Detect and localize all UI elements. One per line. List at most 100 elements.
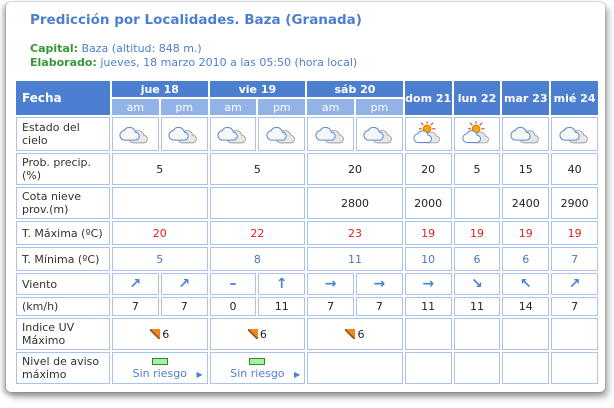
- subcol-pm: pm: [258, 99, 306, 115]
- header-row-ampm: am pm am pm am pm: [16, 99, 598, 115]
- tmin-value: 6: [502, 247, 550, 271]
- risk-expand-arrow-icon[interactable]: ▶: [196, 370, 203, 379]
- elaborado-label: Elaborado:: [30, 56, 97, 69]
- weather-icon: [168, 126, 200, 143]
- row-sky: Estado del cielo: [16, 117, 598, 151]
- tmin-value: 10: [404, 247, 452, 271]
- risk-expand-arrow-icon[interactable]: ▶: [294, 370, 301, 379]
- row-label-risk: Nivel de aviso máximo: [16, 352, 110, 384]
- row-label-tmax: T. Máxima (ºC): [16, 221, 110, 245]
- risk-cell[interactable]: Sin riesgo ▶: [112, 352, 208, 384]
- uv-cell: [551, 318, 598, 350]
- day-header-jue18: jue 18: [112, 81, 208, 97]
- tmin-value: 8: [209, 247, 306, 271]
- precip-value: 15: [502, 153, 550, 185]
- weather-icon: [558, 126, 591, 143]
- tmax-value: 19: [502, 221, 550, 245]
- precip-value: 20: [307, 153, 403, 185]
- uv-icon: [150, 328, 161, 339]
- wind-arrow-icon: →: [307, 273, 354, 295]
- risk-level-icon: [151, 358, 168, 365]
- row-warning-level: Nivel de aviso máximo Sin riesgo ▶ Sin r…: [16, 352, 598, 384]
- header-row-days: Fecha jue 18 vie 19 sáb 20 dom 21 lun 22…: [16, 81, 598, 115]
- location-info: Capital: Baza (altitud: 848 m.) Elaborad…: [30, 42, 605, 70]
- wind-arrow-icon: ↘: [453, 273, 501, 295]
- precip-value: 20: [404, 153, 452, 185]
- kmh-value: 7: [160, 297, 208, 316]
- row-precip: Prob. precip.(%) 5 5 20 20 5 15 40: [16, 153, 598, 185]
- tmin-value: 7: [551, 247, 598, 271]
- uv-cell: 6: [307, 318, 403, 350]
- wind-arrow-icon: →: [355, 273, 403, 295]
- row-temp-min: T. Mínima (ºC) 5 8 11 10 6 6 7: [16, 247, 598, 271]
- fecha-header: Fecha: [16, 81, 110, 115]
- row-label-snow: Cota nieve prov.(m): [16, 187, 110, 219]
- capital-label: Capital:: [30, 42, 78, 55]
- uv-cell: [502, 318, 550, 350]
- day-header-vie19: vie 19: [209, 81, 306, 97]
- wind-arrow-icon: ↗: [551, 273, 598, 295]
- wind-arrow-icon: ↗: [112, 273, 159, 295]
- subcol-am: am: [112, 99, 159, 115]
- day-header-lun22: lun 22: [453, 81, 501, 115]
- row-label-tmin: T. Mínima (ºC): [16, 247, 110, 271]
- uv-value: 6: [259, 327, 267, 341]
- kmh-value: 11: [453, 297, 501, 316]
- kmh-value: 11: [404, 297, 452, 316]
- day-header-mar23: mar 23: [502, 81, 550, 115]
- content-panel: Predicción por Localidades. Baza (Granad…: [6, 2, 605, 392]
- snow-value: [112, 187, 208, 219]
- forecast-table: Fecha jue 18 vie 19 sáb 20 dom 21 lun 22…: [14, 79, 600, 386]
- subcol-pm: pm: [160, 99, 208, 115]
- risk-cell: [404, 352, 452, 384]
- weather-icon: [119, 126, 151, 143]
- wind-arrow-icon: ↖: [502, 273, 550, 295]
- capital-value: Baza (altitud: 848 m.): [81, 42, 202, 55]
- wind-arrow-icon: →: [404, 273, 452, 295]
- row-label-kmh: (km/h): [16, 297, 110, 316]
- row-wind: Viento ↗ ↗ – ↑ → → → ↘ ↖ ↗: [16, 273, 598, 295]
- elaborado-line: Elaborado: jueves, 18 marzo 2010 a las 0…: [30, 56, 605, 70]
- day-header-sab20: sáb 20: [307, 81, 403, 97]
- capital-line: Capital: Baza (altitud: 848 m.): [30, 42, 605, 56]
- weather-icon: [412, 121, 444, 144]
- risk-cell[interactable]: Sin riesgo ▶: [209, 352, 306, 384]
- uv-value: 6: [162, 327, 170, 341]
- uv-cell: [404, 318, 452, 350]
- tmax-value: 19: [453, 221, 501, 245]
- kmh-value: 14: [502, 297, 550, 316]
- kmh-value: 11: [258, 297, 306, 316]
- row-label-precip: Prob. precip.(%): [16, 153, 110, 185]
- uv-icon: [345, 328, 356, 339]
- tmax-value: 20: [112, 221, 208, 245]
- uv-value: 6: [357, 327, 365, 341]
- precip-value: 5: [453, 153, 501, 185]
- risk-label: Sin riesgo: [132, 367, 187, 380]
- snow-value: [209, 187, 306, 219]
- precip-value: 5: [112, 153, 208, 185]
- risk-label: Sin riesgo: [230, 367, 285, 380]
- kmh-value: 7: [112, 297, 159, 316]
- risk-cell: [502, 352, 550, 384]
- uv-cell: [453, 318, 501, 350]
- row-wind-speed: (km/h) 7 7 0 11 7 7 11 11 14 7: [16, 297, 598, 316]
- tmax-value: 22: [209, 221, 306, 245]
- snow-value: 2900: [551, 187, 598, 219]
- weather-icon: [266, 126, 298, 143]
- weather-icon: [363, 126, 395, 143]
- row-temp-max: T. Máxima (ºC) 20 22 23 19 19 19 19: [16, 221, 598, 245]
- risk-level-icon: [249, 358, 266, 365]
- kmh-value: 7: [551, 297, 598, 316]
- tmax-value: 19: [551, 221, 598, 245]
- row-label-uv: Indice UV Máximo: [16, 318, 110, 350]
- day-header-dom21: dom 21: [404, 81, 452, 115]
- weather-icon: [510, 126, 542, 143]
- risk-cell: [453, 352, 501, 384]
- kmh-value: 0: [209, 297, 257, 316]
- risk-cell: [307, 352, 403, 384]
- kmh-value: 7: [355, 297, 403, 316]
- tmin-value: 6: [453, 247, 501, 271]
- weather-icon: [314, 126, 347, 143]
- row-label-wind: Viento: [16, 273, 110, 295]
- weather-icon: [461, 121, 493, 144]
